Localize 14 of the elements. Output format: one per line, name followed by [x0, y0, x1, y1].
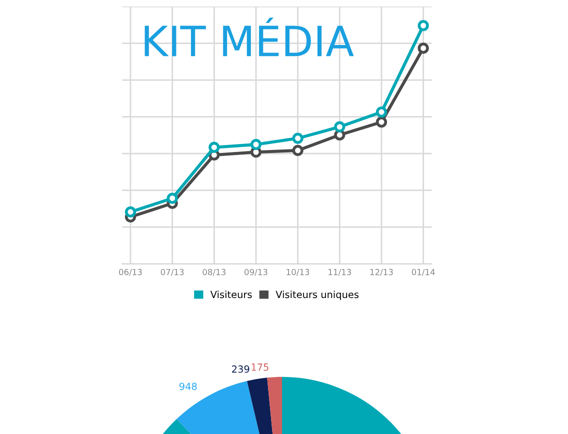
- x-tick-label: 01/14: [412, 268, 435, 276]
- x-tick-label: 06/13: [119, 268, 142, 276]
- legend-label: Visiteurs: [210, 290, 252, 298]
- x-tick-label: 09/13: [244, 268, 268, 276]
- data-label: 948: [179, 382, 197, 390]
- data-label: 175: [252, 364, 268, 371]
- x-tick-label: 10/13: [286, 268, 310, 276]
- legend-label: Visiteurs uniques: [276, 290, 359, 300]
- x-tick-label: 07/13: [160, 268, 184, 276]
- x-tick-label: 11/13: [328, 268, 351, 276]
- x-tick-label: 12/13: [370, 268, 393, 276]
- chart-title: KIT MÉDIA: [144, 18, 354, 56]
- data-label: 239: [232, 365, 250, 373]
- x-tick-label: 08/13: [202, 268, 226, 276]
